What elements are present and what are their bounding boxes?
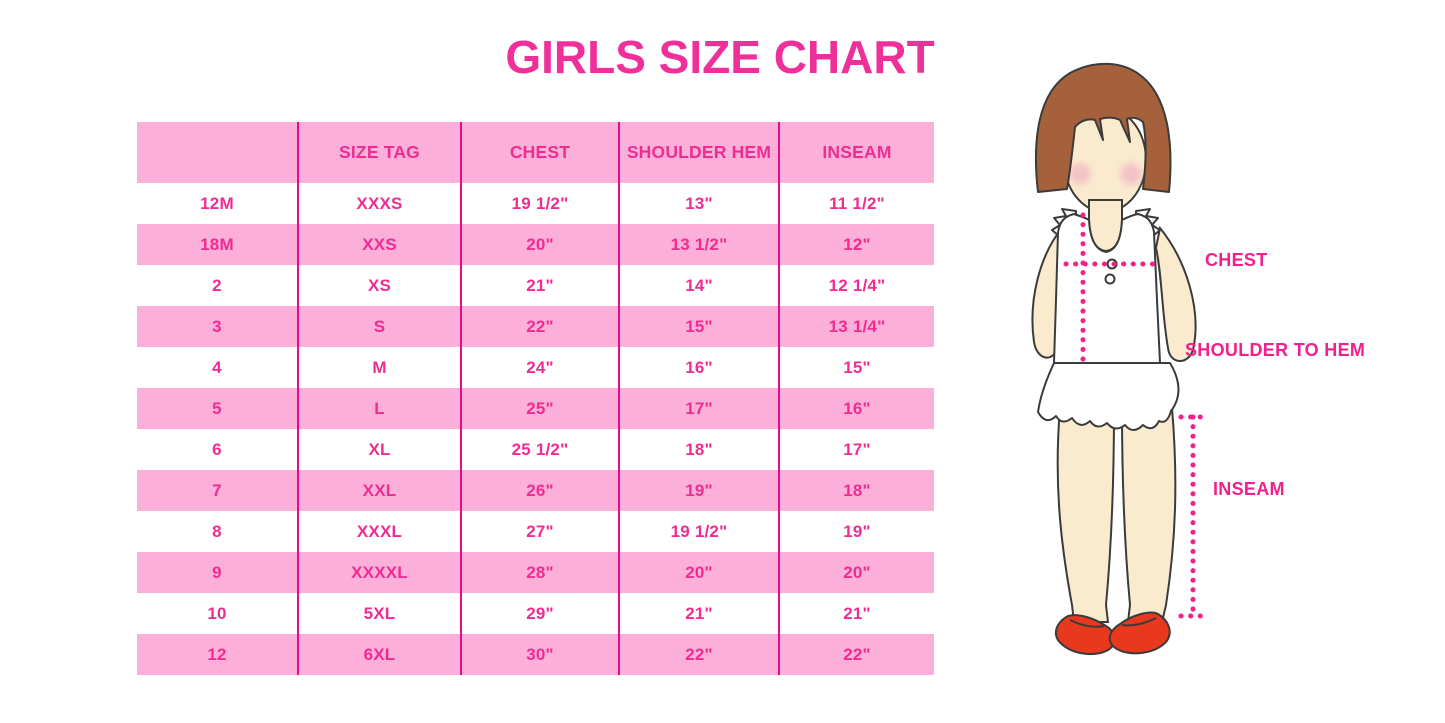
table-row: 4 M 24" 16" 15" <box>137 347 934 388</box>
shoulder-to-hem-measure-label: SHOULDER TO HEM <box>1185 340 1366 360</box>
size-tag-cell: XXXL <box>297 511 460 552</box>
top-button-2 <box>1104 273 1116 285</box>
inseam-cell: 13 1/4" <box>778 306 934 347</box>
column-header-inseam: INSEAM <box>778 122 934 183</box>
inseam-cell: 11 1/2" <box>778 183 934 224</box>
size-cell: 12M <box>200 193 234 213</box>
chest-cell: 24" <box>460 347 618 388</box>
chest-cell: 27" <box>460 511 618 552</box>
table-row: 12 6XL 30" 22" 22" <box>137 634 934 675</box>
chest-cell: 28" <box>460 552 618 593</box>
left-shoe <box>1054 614 1116 656</box>
size-cell: 10 <box>207 603 227 623</box>
table-row: 6 XL 25 1/2" 18" 17" <box>137 429 934 470</box>
table-row: 2 XS 21" 14" 12 1/4" <box>137 265 934 306</box>
inseam-cell: 17" <box>778 429 934 470</box>
size-tag-cell: M <box>297 347 460 388</box>
chest-cell: 25" <box>460 388 618 429</box>
left-cheek <box>1069 163 1091 185</box>
girl-measurement-illustration <box>1031 62 1208 656</box>
right-shoe-strap <box>1121 617 1157 627</box>
size-table-body: 12M XXXS 19 1/2" 13" 11 1/2" 18M XXS 20"… <box>137 183 934 675</box>
size-cell: 8 <box>212 521 222 541</box>
table-row: 3 S 22" 15" 13 1/4" <box>137 306 934 347</box>
right-shoe <box>1108 611 1171 655</box>
inseam-cell: 12" <box>778 224 934 265</box>
shoulder-hem-cell: 17" <box>618 388 778 429</box>
left-leg <box>1056 407 1116 623</box>
table-row: 8 XXXL 27" 19 1/2" 19" <box>137 511 934 552</box>
chest-cell: 22" <box>460 306 618 347</box>
shoulder-hem-cell: 18" <box>618 429 778 470</box>
shoulder-hem-cell: 20" <box>618 552 778 593</box>
girls-size-chart-table: SIZE TAG CHEST SHOULDER HEM INSEAM 12M X… <box>137 122 934 675</box>
shoulder-hem-cell: 13 1/2" <box>618 224 778 265</box>
size-tag-cell: XXXXL <box>297 552 460 593</box>
size-cell: 18M <box>200 234 234 254</box>
size-tag-cell: L <box>297 388 460 429</box>
size-tag-cell: XXXS <box>297 183 460 224</box>
skirt <box>1037 362 1180 431</box>
table-header-row: SIZE TAG CHEST SHOULDER HEM INSEAM <box>137 122 934 183</box>
size-tag-cell: S <box>297 306 460 347</box>
inseam-measure-label: INSEAM <box>1213 479 1285 499</box>
chest-measure-label: CHEST <box>1205 250 1268 270</box>
size-cell: 5 <box>212 398 222 418</box>
table-row: 12M XXXS 19 1/2" 13" 11 1/2" <box>137 183 934 224</box>
chest-cell: 19 1/2" <box>460 183 618 224</box>
size-cell: 4 <box>212 357 222 377</box>
shoulder-hem-cell: 15" <box>618 306 778 347</box>
size-tag-cell: XXL <box>297 470 460 511</box>
shoulder-hem-cell: 16" <box>618 347 778 388</box>
chest-cell: 29" <box>460 593 618 634</box>
column-header-size-tag: SIZE TAG <box>297 122 460 183</box>
right-cheek <box>1120 163 1142 185</box>
table-row: 10 5XL 29" 21" 21" <box>137 593 934 634</box>
right-leg <box>1120 407 1177 623</box>
shoulder-hem-cell: 19" <box>618 470 778 511</box>
table-row: 5 L 25" 17" 16" <box>137 388 934 429</box>
chest-cell: 26" <box>460 470 618 511</box>
chest-cell: 21" <box>460 265 618 306</box>
chest-cell: 25 1/2" <box>460 429 618 470</box>
table-row: 18M XXS 20" 13 1/2" 12" <box>137 224 934 265</box>
shoulder-hem-cell: 19 1/2" <box>618 511 778 552</box>
size-cell: 6 <box>212 439 222 459</box>
column-header-size <box>137 122 297 183</box>
hair <box>1034 62 1172 193</box>
right-arm <box>1154 225 1197 362</box>
shoulder-hem-cell: 14" <box>618 265 778 306</box>
size-tag-cell: XL <box>297 429 460 470</box>
size-tag-cell: XS <box>297 265 460 306</box>
inseam-cell: 21" <box>778 593 934 634</box>
table-row: 7 XXL 26" 19" 18" <box>137 470 934 511</box>
chest-cell: 20" <box>460 224 618 265</box>
size-tag-cell: 5XL <box>297 593 460 634</box>
size-tag-cell: XXS <box>297 224 460 265</box>
left-shoe-strap <box>1069 619 1105 628</box>
shoulder-hem-cell: 21" <box>618 593 778 634</box>
size-cell: 7 <box>212 480 222 500</box>
inseam-cell: 19" <box>778 511 934 552</box>
size-cell: 2 <box>212 275 222 295</box>
column-header-shoulder-hem: SHOULDER HEM <box>618 122 778 183</box>
chest-cell: 30" <box>460 634 618 675</box>
inseam-cell: 22" <box>778 634 934 675</box>
top <box>1053 213 1161 364</box>
inseam-cell: 20" <box>778 552 934 593</box>
size-tag-cell: 6XL <box>297 634 460 675</box>
table-row: 9 XXXXL 28" 20" 20" <box>137 552 934 593</box>
inseam-cell: 15" <box>778 347 934 388</box>
size-cell: 9 <box>212 562 222 582</box>
size-cell: 12 <box>207 644 227 664</box>
inseam-cell: 16" <box>778 388 934 429</box>
shoulder-hem-cell: 13" <box>618 183 778 224</box>
shoulder-hem-cell: 22" <box>618 634 778 675</box>
size-cell: 3 <box>212 316 222 336</box>
inseam-cell: 12 1/4" <box>778 265 934 306</box>
page-title: GIRLS SIZE CHART <box>505 31 935 83</box>
column-header-chest: CHEST <box>460 122 618 183</box>
inseam-cell: 18" <box>778 470 934 511</box>
